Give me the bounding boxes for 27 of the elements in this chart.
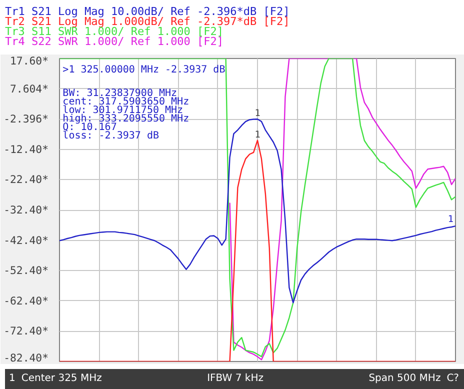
text: 1 (9, 372, 16, 386)
y-tick-label: 7.604* (10, 82, 49, 96)
annotation: >1 325.00000 MHz -2.3937 dB (62, 64, 226, 76)
text: C? (446, 372, 459, 386)
text: Center 325 MHz (21, 372, 102, 386)
line-series (60, 140, 456, 362)
text: Tr1 S21 Log Mag 10.00dB/ Ref -2.396*dB [F2] (5, 5, 290, 18)
y-tick-label: -22.40* (4, 173, 49, 186)
annotation: loss: -2.3937 dB (62, 130, 159, 142)
y-tick-label: -2.396* (4, 112, 49, 126)
y-tick-label: -82.40* (4, 352, 49, 364)
y-tick-label: -12.40* (4, 142, 49, 156)
y-tick-label: -62.40* (4, 294, 49, 308)
y-tick-label: -42.40* (4, 234, 49, 247)
annotation: 1 (254, 108, 260, 120)
y-tick-label: -72.40* (4, 324, 49, 338)
y-tick-label: 17.60* (10, 54, 49, 68)
line-series (229, 58, 456, 360)
text: Tr4 S22 SWR 1.000/ Ref 1.000 [F2] (5, 35, 225, 48)
y-tick-label: -32.40* (4, 204, 49, 216)
series-label: Tr3 S11 SWR 1.000/ Ref 1.000 [F2] (5, 25, 224, 38)
line-series (60, 58, 456, 358)
y-tick-label: -52.40* (4, 264, 49, 278)
text: IFBW 7 kHz (207, 372, 264, 386)
annotation: 1 (254, 129, 260, 140)
annotation: 1 (448, 214, 454, 226)
text: Span 500 MHz (368, 372, 441, 386)
